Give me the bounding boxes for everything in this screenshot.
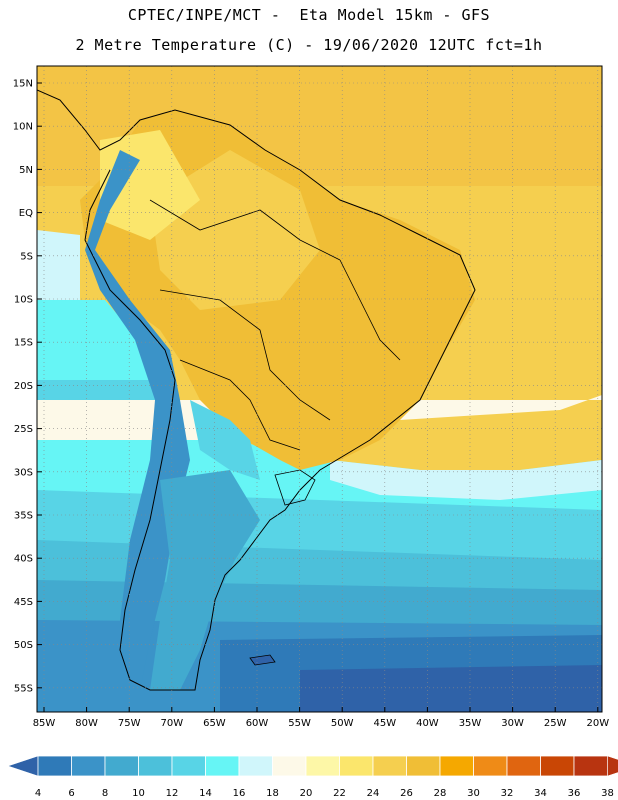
border-central (159, 289, 331, 421)
colorbar-segment (406, 755, 441, 777)
colorbar-segment (138, 755, 173, 777)
lon-label: 45W (373, 718, 396, 729)
lon-label: 65W (203, 718, 226, 729)
lat-label: 5N (19, 165, 33, 176)
lon-label: 85W (33, 718, 56, 729)
longitude-labels: 85W 80W 75W 70W 65W 60W 55W 50W 45W 40W 35W 30W 25W 2… (33, 718, 610, 729)
colorbar: 4 6 8 10 12 14 16 18 20 22 24 26 28 30 32 34 36 38 (7, 755, 618, 799)
lat-label: 45S (14, 597, 33, 608)
colorbar-segment (439, 755, 474, 777)
patagonia-land (150, 470, 260, 690)
lon-label: 35W (459, 718, 482, 729)
colorbar-segment (272, 755, 307, 777)
pacific-cool-band (37, 230, 80, 300)
andes-cold-strip (85, 150, 190, 690)
lon-label: 25W (544, 718, 567, 729)
colorbar-segment (71, 755, 106, 777)
colorbar-segment (238, 755, 273, 777)
border-uruguay (274, 469, 316, 506)
colorbar-tick-label: 28 (434, 788, 447, 799)
lat-label: 35S (14, 511, 33, 522)
lat-label: 30S (14, 467, 33, 478)
colorbar-tick-label: 38 (601, 788, 614, 799)
argentina-cool (190, 400, 260, 480)
lon-label: 30W (501, 718, 524, 729)
falkland-islands (249, 654, 276, 666)
colorbar-tick-label: 16 (233, 788, 246, 799)
lat-label: 50S (14, 640, 33, 651)
lat-label: EQ (19, 208, 33, 219)
band-6 (300, 665, 602, 712)
colorbar-segment (305, 755, 340, 777)
colorbar-tick-label: 36 (568, 788, 581, 799)
temperature-field (37, 66, 602, 712)
colorbar-tick-label: 8 (102, 788, 108, 799)
lat-label: 20S (14, 381, 33, 392)
lat-label: 10S (14, 295, 33, 306)
lon-label: 60W (246, 718, 269, 729)
map-title-line1: CPTEC/INPE/MCT - Eta Model 15km - GFS (127, 6, 491, 24)
colorbar-tick-label: 26 (400, 788, 413, 799)
colorbar-tick-label: 22 (333, 788, 346, 799)
lon-label: 80W (75, 718, 98, 729)
colorbar-tick-label: 4 (35, 788, 41, 799)
lat-lon-grid (37, 66, 602, 712)
latitude-labels: 15N 10N 5N EQ 5S 10S 15S 20S 25S 30S 35S 40S 45S 50S 5… (13, 79, 33, 695)
colorbar-segment (104, 755, 139, 777)
colorbar-left-arrow (7, 755, 39, 777)
colorbar-tick-label: 34 (534, 788, 547, 799)
colorbar-segment (339, 755, 374, 777)
colorbar-segment (473, 755, 508, 777)
colorbar-tick-label: 32 (501, 788, 514, 799)
colorbar-segment (372, 755, 407, 777)
band-20 (330, 460, 602, 500)
lon-label: 55W (288, 718, 311, 729)
map-title-line2: 2 Metre Temperature (C) - 19/06/2020 12U… (75, 36, 543, 54)
lat-label: 15N (13, 79, 33, 90)
colorbar-segment (506, 755, 541, 777)
border-north (149, 199, 341, 261)
colorbar-tick-label: 14 (199, 788, 212, 799)
colorbar-right-arrow (607, 755, 618, 777)
lat-label: 55S (14, 683, 33, 694)
colorbar-tick-label: 24 (367, 788, 380, 799)
colorbar-tick-label: 6 (68, 788, 74, 799)
lon-label: 40W (416, 718, 439, 729)
lon-label: 75W (118, 718, 141, 729)
lon-label: 70W (160, 718, 183, 729)
colorbar-segment (573, 755, 608, 777)
lat-label: 25S (14, 424, 33, 435)
lat-label: 10N (13, 122, 33, 133)
map-frame (36, 65, 603, 713)
lat-label: 5S (20, 251, 33, 262)
colorbar-tick-label: 10 (132, 788, 145, 799)
colorbar-tick-label: 30 (467, 788, 480, 799)
colorbar-tick-label: 20 (300, 788, 313, 799)
coastline (37, 89, 476, 691)
border-south (179, 359, 301, 451)
lat-label: 15S (14, 338, 33, 349)
colorbar-segment (540, 755, 575, 777)
colorbar-segment (205, 755, 240, 777)
colorbar-segment (171, 755, 206, 777)
lon-label: 20W (586, 718, 609, 729)
lon-label: 50W (331, 718, 354, 729)
lat-label: 40S (14, 554, 33, 565)
colorbar-segment (37, 755, 72, 777)
colorbar-tick-label: 18 (266, 788, 279, 799)
colorbar-tick-label: 12 (166, 788, 179, 799)
border-brazil-east (339, 259, 401, 361)
